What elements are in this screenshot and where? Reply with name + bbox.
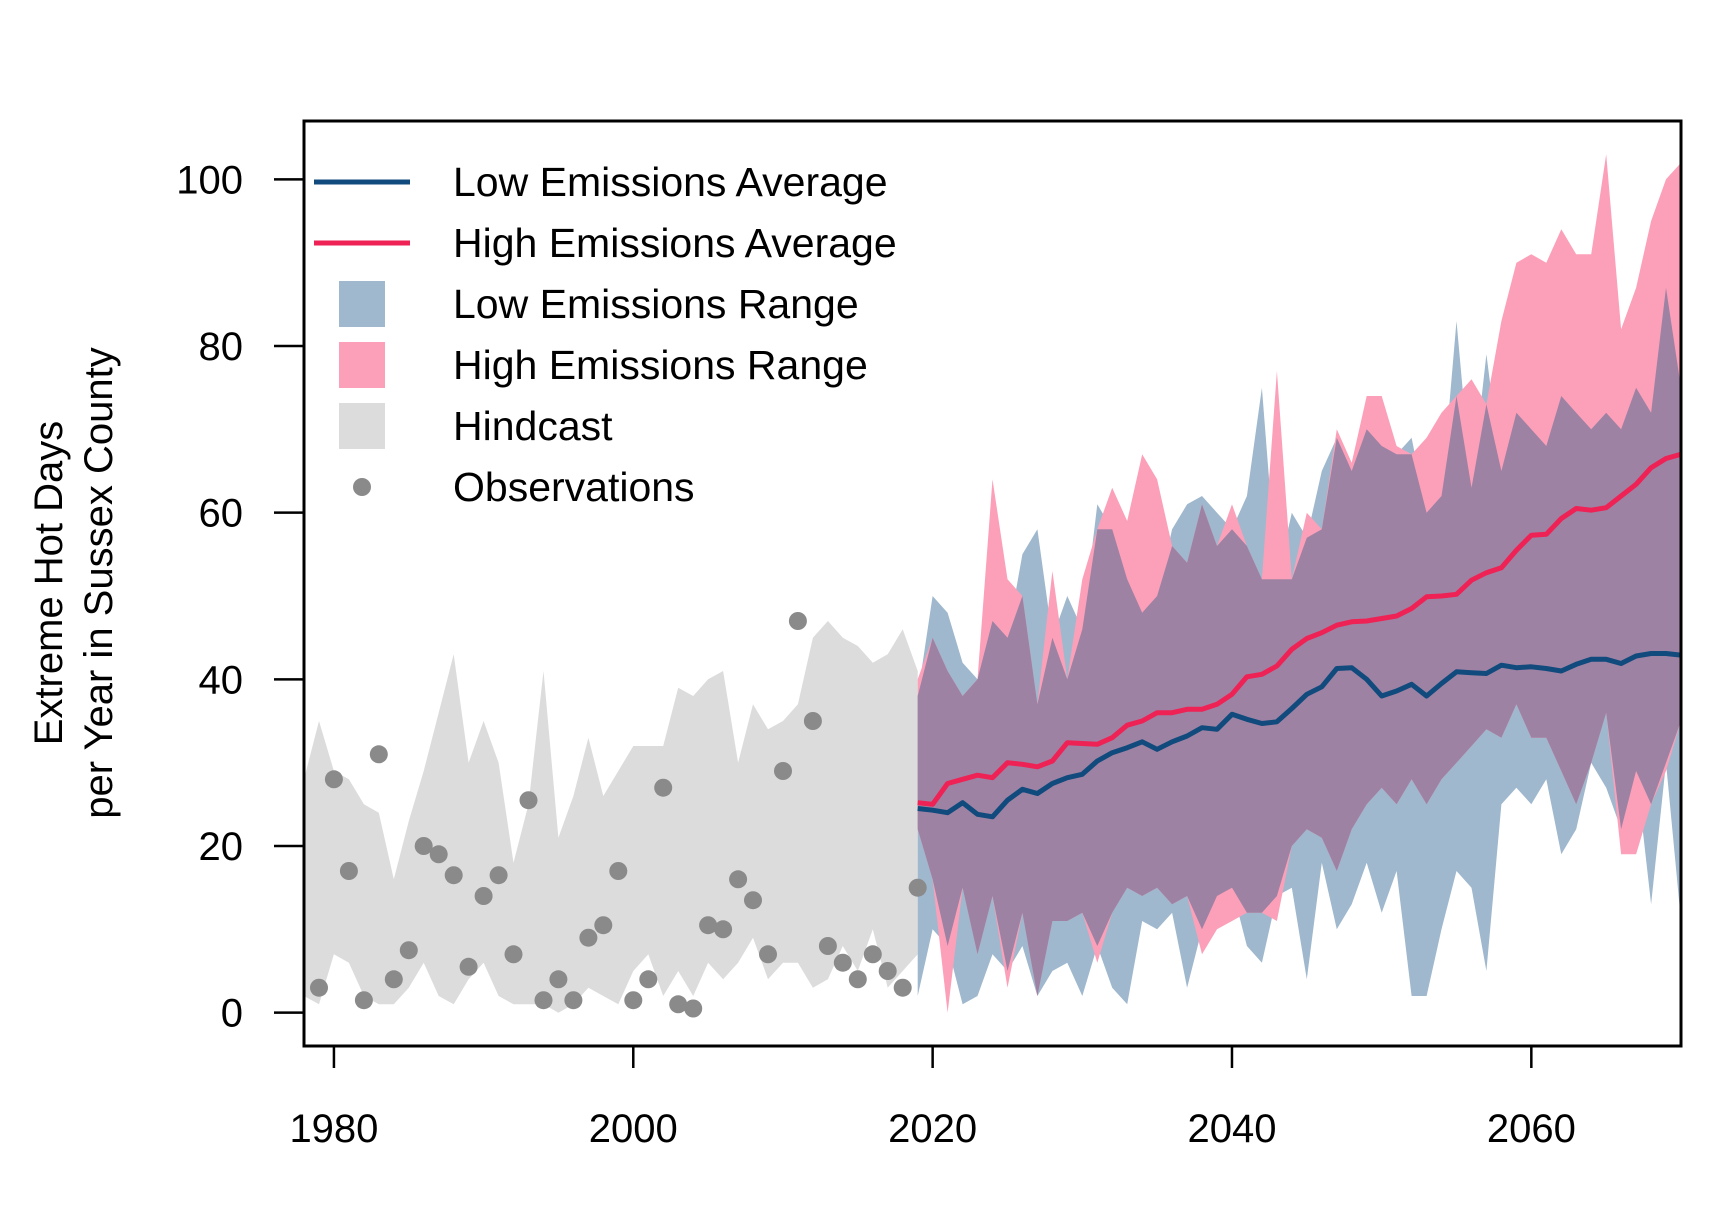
observation-point <box>669 995 688 1014</box>
x-tick-label: 2020 <box>888 1107 977 1151</box>
observation-point <box>534 991 553 1010</box>
legend-key-box <box>339 342 385 388</box>
x-tick-label: 2040 <box>1187 1107 1276 1151</box>
y-axis-title-line2: per Year in Sussex County <box>77 347 121 818</box>
observation-point <box>878 962 897 980</box>
observation-point <box>399 941 418 960</box>
plot-area <box>304 154 1681 1018</box>
observation-point <box>519 791 538 810</box>
observation-point <box>384 970 403 989</box>
observation-point <box>594 916 613 935</box>
observation-point <box>654 778 673 797</box>
observation-point <box>429 845 448 864</box>
x-tick-label: 2000 <box>589 1107 678 1151</box>
observation-point <box>848 970 867 989</box>
observation-point <box>744 891 762 910</box>
x-tick-label: 1980 <box>289 1107 378 1151</box>
y-tick-label: 0 <box>221 992 243 1036</box>
observation-point <box>624 991 643 1010</box>
observation-point <box>788 612 807 630</box>
observation-point <box>893 978 912 997</box>
observation-point <box>489 866 508 885</box>
observation-point <box>579 928 598 947</box>
observation-point <box>474 887 493 905</box>
observation-point <box>803 712 822 730</box>
low-emissions-average-line <box>917 651 1681 820</box>
high-emissions-average-line <box>917 451 1681 807</box>
y-axis: 0 20 40 60 80 100 <box>176 158 306 1036</box>
legend: Low Emissions Average High Emissions Aver… <box>314 159 897 510</box>
observation-point <box>729 870 748 889</box>
observation-point <box>369 745 388 764</box>
y-axis-title-line1: Extreme Hot Days <box>27 421 71 746</box>
observation-point <box>339 862 358 880</box>
y-tick-label: 40 <box>199 658 244 702</box>
observation-point <box>639 970 658 989</box>
observation-point <box>459 957 478 976</box>
legend-key-point <box>353 478 371 496</box>
y-tick-label: 100 <box>176 158 243 202</box>
legend-label: Hindcast <box>453 403 613 449</box>
observation-point <box>549 970 568 989</box>
observation-point <box>504 945 523 964</box>
observation-point <box>609 862 628 880</box>
y-tick-label: 20 <box>199 825 244 869</box>
observation-point <box>324 770 343 789</box>
observation-point <box>699 916 718 935</box>
legend-label: High Emissions Average <box>453 220 897 266</box>
hindcast-band <box>304 621 918 1013</box>
legend-label: High Emissions Range <box>453 342 868 388</box>
observation-point <box>684 999 703 1018</box>
observation-point <box>908 878 927 897</box>
x-axis: 1980 2000 2020 2040 2060 <box>289 1044 1576 1151</box>
observation-point <box>863 945 882 964</box>
legend-key-box <box>339 403 385 449</box>
observation-point <box>714 920 733 939</box>
observation-point <box>354 991 373 1010</box>
observation-point <box>414 837 433 855</box>
legend-label: Low Emissions Average <box>453 159 888 205</box>
legend-key-box <box>339 281 385 327</box>
observation-point <box>833 953 852 972</box>
observation-point <box>310 978 328 997</box>
y-tick-label: 80 <box>199 325 244 369</box>
y-tick-label: 60 <box>199 492 244 536</box>
observation-point <box>564 991 583 1010</box>
legend-label: Observations <box>453 464 695 510</box>
observation-point <box>818 937 837 955</box>
legend-label: Low Emissions Range <box>453 281 859 327</box>
observation-point <box>774 762 792 780</box>
x-tick-label: 2060 <box>1487 1107 1576 1151</box>
observation-point <box>444 866 463 885</box>
observation-point <box>759 945 777 964</box>
